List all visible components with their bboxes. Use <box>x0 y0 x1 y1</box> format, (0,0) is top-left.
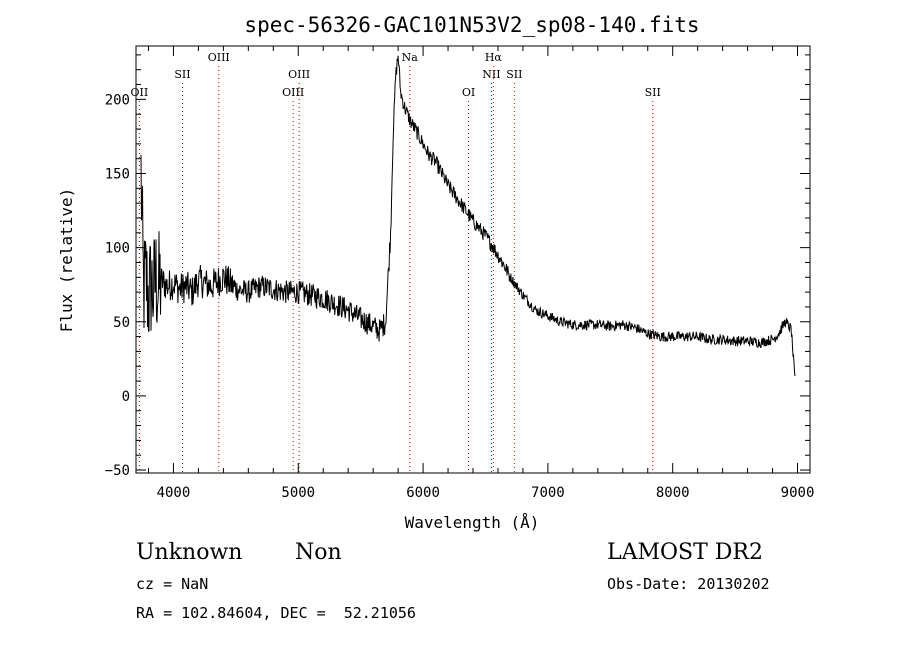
x-tick-label: 4000 <box>157 485 191 501</box>
survey-name: LAMOST DR2 <box>607 540 763 565</box>
y-tick-label: 200 <box>105 92 130 108</box>
object-class: Unknown <box>136 540 243 565</box>
x-tick-label: 5000 <box>281 485 315 501</box>
emission-line-label: NII <box>482 68 500 81</box>
emission-line-label: OIII <box>282 86 304 99</box>
sky-coordinates: RA = 102.84604, DEC = 52.21056 <box>136 604 416 622</box>
y-axis-label: Flux (relative) <box>57 188 76 333</box>
chart-title: spec-56326-GAC101N53V2_sp08-140.fits <box>244 13 699 37</box>
emission-line-label: Na <box>402 51 419 64</box>
emission-line-label: SII <box>174 68 190 81</box>
emission-line-label: OIII <box>288 68 310 81</box>
emission-line-label: SII <box>645 86 661 99</box>
y-tick-label: 50 <box>113 315 130 331</box>
emission-line-label: OII <box>131 86 149 99</box>
x-tick-label: 9000 <box>781 485 815 501</box>
emission-line-label: OIII <box>208 51 230 64</box>
observation-date: Obs-Date: 20130202 <box>607 575 770 593</box>
y-tick-label: 150 <box>105 167 130 183</box>
emission-line-label: OI <box>462 86 475 99</box>
x-tick-label: 8000 <box>656 485 690 501</box>
emission-line-label: Hα <box>485 51 503 64</box>
x-axis-label: Wavelength (Å) <box>405 513 540 532</box>
y-tick-label: 0 <box>122 389 130 405</box>
plot-frame <box>135 45 811 474</box>
y-tick-label: 100 <box>105 241 130 257</box>
spectrum-line <box>140 55 796 377</box>
x-tick-label: 7000 <box>531 485 565 501</box>
object-subclass: Non <box>295 540 342 565</box>
emission-line-label: SII <box>506 68 522 81</box>
redshift-cz: cz = NaN <box>136 575 209 593</box>
x-tick-label: 6000 <box>406 485 440 501</box>
y-tick-label: −50 <box>105 463 130 479</box>
